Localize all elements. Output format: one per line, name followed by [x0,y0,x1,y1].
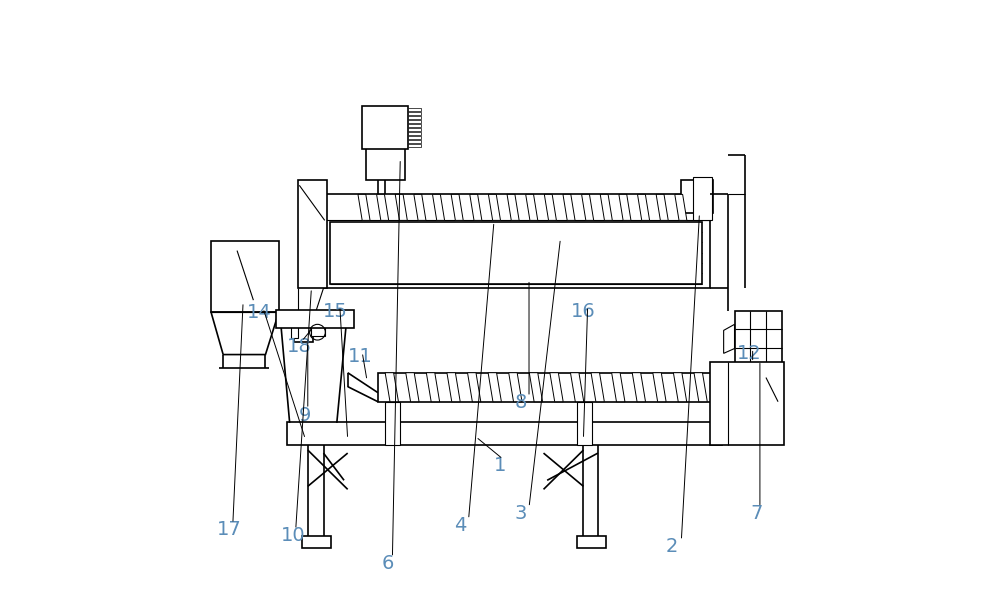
Bar [294,321,313,342]
Polygon shape [694,373,707,402]
Text: 17: 17 [217,520,242,539]
Bar [211,241,279,312]
Bar [735,311,782,367]
Bar [330,221,702,284]
Polygon shape [468,373,481,402]
Polygon shape [675,195,687,220]
Bar [276,310,354,328]
Bar [408,132,421,135]
Bar [408,143,421,146]
Bar [408,135,421,138]
Polygon shape [507,195,519,220]
Bar [408,140,421,143]
Bar [408,127,421,131]
Bar [408,116,421,119]
Polygon shape [406,373,419,402]
Text: 12: 12 [737,344,761,363]
Text: 3: 3 [515,504,527,523]
Polygon shape [414,195,426,220]
Polygon shape [550,373,563,402]
Text: 4: 4 [455,516,467,535]
Bar [298,181,327,288]
Polygon shape [526,195,538,220]
Bar [408,112,421,115]
Text: 15: 15 [323,301,348,320]
Bar [408,124,421,127]
Bar [408,108,421,111]
Polygon shape [638,195,650,220]
Polygon shape [451,195,463,220]
Text: 18: 18 [287,337,312,356]
Bar [291,326,298,338]
Polygon shape [488,195,501,220]
Bar [681,180,713,213]
Text: 9: 9 [299,406,312,425]
Text: 14: 14 [247,303,272,321]
Bar [366,147,405,181]
Polygon shape [358,195,370,220]
Bar [577,402,592,445]
Polygon shape [544,195,556,220]
Polygon shape [591,373,604,402]
Bar [302,536,331,548]
Polygon shape [656,195,668,220]
Text: 2: 2 [666,537,678,556]
Polygon shape [600,195,612,220]
Bar [324,195,710,288]
Bar [287,422,722,445]
Polygon shape [673,373,687,402]
Polygon shape [211,312,279,354]
Text: 16: 16 [571,301,596,320]
Polygon shape [563,195,575,220]
Text: 10: 10 [281,526,306,545]
Text: 7: 7 [751,504,763,523]
Polygon shape [612,373,625,402]
Polygon shape [385,373,398,402]
Bar [362,106,408,149]
Bar [385,402,400,445]
Polygon shape [724,325,735,353]
Polygon shape [426,373,440,402]
Polygon shape [488,373,501,402]
Text: 6: 6 [382,554,394,573]
Polygon shape [619,195,631,220]
Text: 11: 11 [347,347,372,366]
Polygon shape [529,373,543,402]
Polygon shape [447,373,460,402]
Bar [693,177,712,220]
Polygon shape [653,373,666,402]
Bar [408,120,421,123]
Polygon shape [395,195,407,220]
Bar [710,362,784,445]
Text: 1: 1 [494,456,506,475]
Polygon shape [509,373,522,402]
Polygon shape [582,195,594,220]
Polygon shape [570,373,584,402]
Polygon shape [470,195,482,220]
Bar [311,328,325,337]
Polygon shape [632,373,646,402]
Text: 8: 8 [515,393,527,412]
Polygon shape [377,195,389,220]
Polygon shape [433,195,445,220]
Bar [378,373,722,402]
Bar [577,536,606,548]
